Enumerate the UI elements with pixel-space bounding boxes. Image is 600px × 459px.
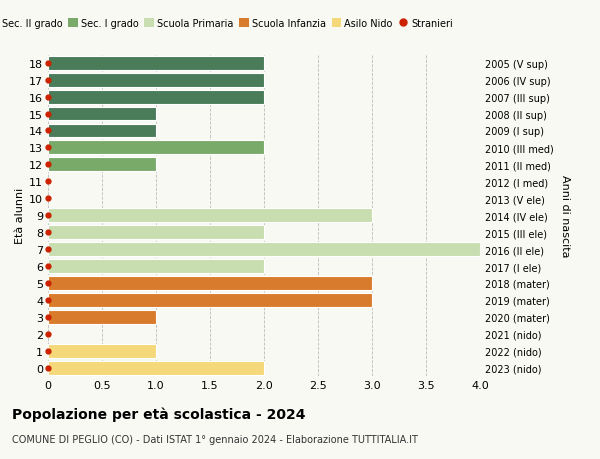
Text: COMUNE DI PEGLIO (CO) - Dati ISTAT 1° gennaio 2024 - Elaborazione TUTTITALIA.IT: COMUNE DI PEGLIO (CO) - Dati ISTAT 1° ge… (12, 434, 418, 444)
Bar (48, 361, 264, 375)
Bar (48, 259, 264, 274)
Bar (48, 310, 156, 324)
Legend: Sec. II grado, Sec. I grado, Scuola Primaria, Scuola Infanzia, Asilo Nido, Stran: Sec. II grado, Sec. I grado, Scuola Prim… (0, 15, 457, 33)
Bar (48, 209, 372, 223)
Bar (48, 344, 156, 358)
Text: Popolazione per età scolastica - 2024: Popolazione per età scolastica - 2024 (12, 406, 305, 421)
Bar (48, 90, 264, 104)
Bar (48, 73, 264, 87)
Bar (48, 107, 156, 121)
Bar (48, 226, 264, 240)
Bar (48, 158, 156, 172)
Bar (48, 276, 372, 290)
Bar (48, 243, 480, 257)
Bar (48, 141, 264, 155)
Bar (48, 124, 156, 138)
Y-axis label: Età alunni: Età alunni (15, 188, 25, 244)
Bar (48, 56, 264, 71)
Bar (48, 293, 372, 307)
Y-axis label: Anni di nascita: Anni di nascita (560, 174, 570, 257)
